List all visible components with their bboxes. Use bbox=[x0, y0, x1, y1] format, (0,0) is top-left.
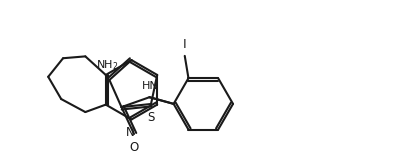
Text: S: S bbox=[147, 111, 155, 124]
Text: I: I bbox=[183, 38, 187, 51]
Text: N: N bbox=[126, 126, 135, 139]
Text: O: O bbox=[129, 141, 139, 154]
Text: HN: HN bbox=[141, 81, 158, 91]
Text: NH$_2$: NH$_2$ bbox=[96, 58, 119, 72]
